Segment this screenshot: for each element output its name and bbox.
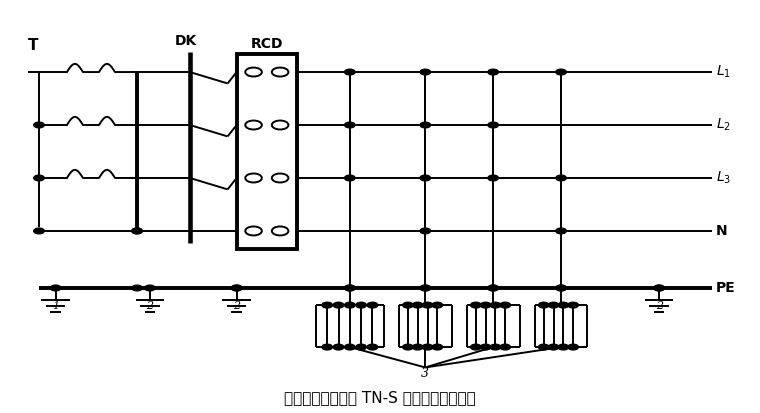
Text: $L_2$: $L_2$ [716, 117, 730, 133]
Circle shape [480, 302, 491, 308]
Circle shape [488, 69, 499, 75]
Circle shape [556, 69, 566, 75]
Text: N: N [716, 224, 727, 238]
Circle shape [538, 344, 549, 350]
Circle shape [33, 122, 44, 128]
Circle shape [538, 302, 549, 308]
Circle shape [344, 285, 355, 291]
Text: DK: DK [175, 34, 198, 48]
Circle shape [344, 285, 355, 291]
Circle shape [272, 121, 288, 130]
Circle shape [231, 285, 242, 291]
Circle shape [480, 344, 491, 350]
Circle shape [144, 285, 155, 291]
Circle shape [488, 285, 499, 291]
Circle shape [344, 69, 355, 75]
Circle shape [272, 226, 288, 235]
Circle shape [548, 344, 559, 350]
Circle shape [245, 121, 262, 130]
Circle shape [322, 344, 332, 350]
Text: 2: 2 [656, 301, 663, 311]
Circle shape [413, 344, 423, 350]
Circle shape [344, 122, 355, 128]
Circle shape [420, 175, 431, 181]
Circle shape [131, 228, 142, 234]
Circle shape [500, 344, 511, 350]
Circle shape [413, 302, 423, 308]
Circle shape [344, 344, 355, 350]
Circle shape [272, 173, 288, 183]
Circle shape [367, 344, 378, 350]
Circle shape [500, 302, 511, 308]
Circle shape [356, 302, 366, 308]
Circle shape [556, 175, 566, 181]
Circle shape [556, 228, 566, 234]
Circle shape [403, 302, 413, 308]
Text: 2: 2 [233, 301, 240, 311]
Circle shape [245, 68, 262, 76]
Circle shape [50, 285, 61, 291]
Circle shape [568, 344, 578, 350]
Circle shape [356, 344, 366, 350]
Circle shape [272, 68, 288, 76]
Text: 2: 2 [147, 301, 154, 311]
Circle shape [131, 228, 142, 234]
Circle shape [420, 285, 431, 291]
Text: 3: 3 [421, 367, 429, 380]
Text: $L_3$: $L_3$ [716, 170, 731, 186]
Circle shape [33, 175, 44, 181]
Circle shape [558, 302, 568, 308]
Bar [236, 54, 297, 249]
Circle shape [488, 122, 499, 128]
Circle shape [344, 302, 355, 308]
Circle shape [420, 228, 431, 234]
Text: PE: PE [716, 281, 736, 295]
Text: T: T [27, 38, 38, 53]
Circle shape [420, 69, 431, 75]
Text: $L_1$: $L_1$ [716, 64, 730, 80]
Circle shape [131, 285, 142, 291]
Circle shape [423, 302, 432, 308]
Circle shape [556, 285, 566, 291]
Circle shape [432, 344, 442, 350]
Circle shape [367, 302, 378, 308]
Circle shape [344, 175, 355, 181]
Circle shape [245, 226, 262, 235]
Circle shape [488, 175, 499, 181]
Circle shape [488, 285, 499, 291]
Circle shape [333, 344, 344, 350]
Circle shape [470, 344, 481, 350]
Circle shape [548, 302, 559, 308]
Circle shape [403, 344, 413, 350]
Circle shape [556, 285, 566, 291]
Circle shape [322, 302, 332, 308]
Circle shape [490, 302, 501, 308]
Circle shape [231, 285, 242, 291]
Text: 1: 1 [52, 301, 59, 311]
Circle shape [432, 302, 442, 308]
Circle shape [33, 228, 44, 234]
Circle shape [470, 302, 481, 308]
Circle shape [654, 285, 664, 291]
Circle shape [420, 285, 431, 291]
Circle shape [558, 344, 568, 350]
Text: 专用变压器供电时 TN-S 接零保护系统示意: 专用变压器供电时 TN-S 接零保护系统示意 [284, 391, 476, 406]
Circle shape [423, 344, 432, 350]
Text: RCD: RCD [251, 36, 283, 50]
Circle shape [420, 122, 431, 128]
Circle shape [245, 173, 262, 183]
Circle shape [654, 285, 664, 291]
Circle shape [490, 344, 501, 350]
Circle shape [333, 302, 344, 308]
Circle shape [568, 302, 578, 308]
